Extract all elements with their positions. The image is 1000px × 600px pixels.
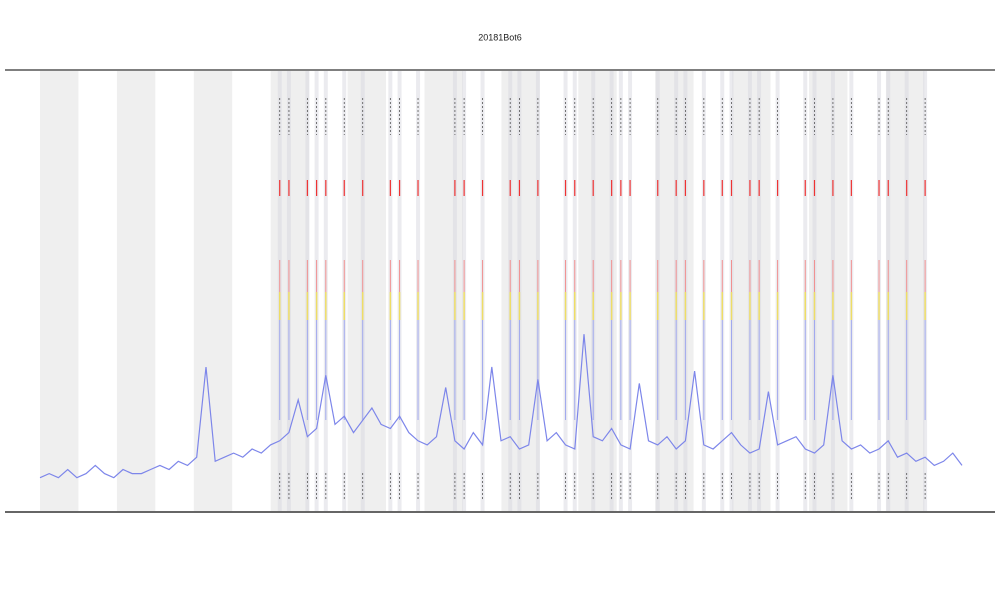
band [116,71,156,511]
data-line [39,334,963,479]
band [40,71,79,511]
band [193,71,233,511]
band [424,71,463,511]
chart-title: 20181Bot6 [478,32,522,42]
band [347,71,386,511]
